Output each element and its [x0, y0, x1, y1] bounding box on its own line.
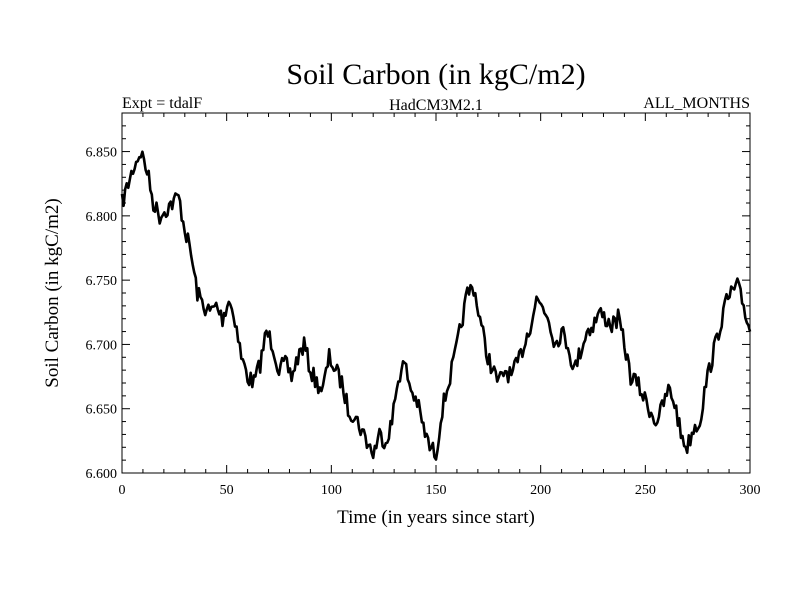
y-tick-label: 6.600 — [86, 467, 118, 482]
y-tick-label: 6.750 — [86, 274, 118, 289]
subtitle-center: HadCM3M2.1 — [389, 97, 483, 114]
plot-frame — [121, 112, 751, 474]
y-tick-label: 6.800 — [86, 210, 118, 225]
subtitle-right: ALL_MONTHS — [643, 95, 750, 112]
chart-title: Soil Carbon (in kgC/m2) — [286, 58, 585, 91]
y-tick-label: 6.850 — [86, 146, 118, 161]
y-tick-label: 6.700 — [86, 338, 118, 353]
x-tick-label: 100 — [321, 483, 342, 498]
y-tick-label: 6.650 — [86, 403, 118, 418]
x-tick-label: 150 — [426, 483, 447, 498]
tick-labels: 0 50 100 150 200 250 300 6.600 6.650 6.700 6.750 6.… — [86, 146, 761, 498]
subtitle-left: Expt = tdalF — [122, 95, 202, 112]
x-tick-label: 250 — [635, 483, 656, 498]
axis-ticks — [121, 112, 751, 474]
x-tick-label: 300 — [740, 483, 761, 498]
x-tick-label: 50 — [220, 483, 234, 498]
y-axis-label: Soil Carbon (in kgC/m2) — [42, 198, 63, 387]
x-tick-label: 0 — [119, 483, 126, 498]
x-axis-label: Time (in years since start) — [337, 507, 535, 528]
series-line — [120, 150, 752, 461]
x-tick-label: 200 — [530, 483, 551, 498]
